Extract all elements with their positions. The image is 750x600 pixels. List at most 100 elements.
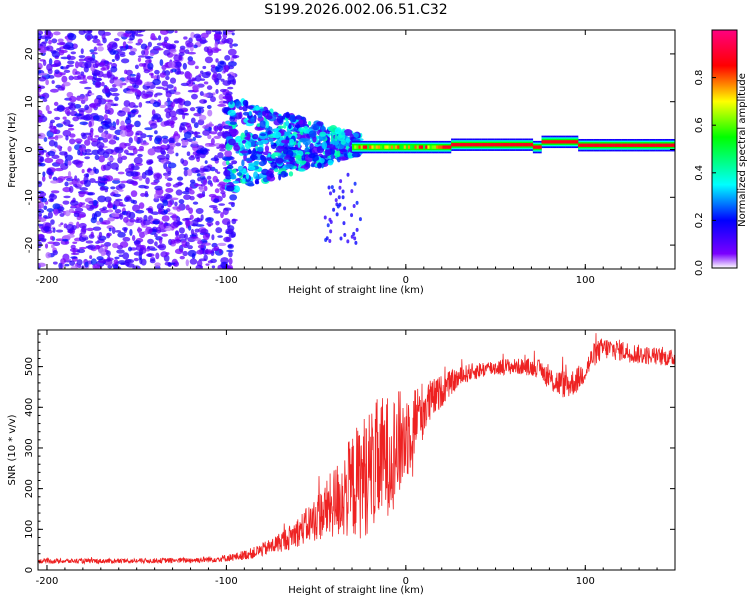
heatmap-cell [141, 49, 146, 56]
heatmap-cell [57, 38, 64, 43]
heatmap-cell [258, 160, 266, 167]
heatmap-cell [218, 143, 226, 150]
heatmap-band-cell [420, 145, 424, 149]
heatmap-cell [39, 192, 47, 197]
heatmap-cell [172, 220, 181, 227]
heatmap-cell [289, 115, 297, 123]
heatmap-cell [183, 131, 192, 139]
heatmap-cell [81, 168, 85, 174]
heatmap-cell [103, 114, 108, 121]
heatmap-cell [192, 201, 199, 205]
heatmap-band-cell [463, 143, 467, 147]
heatmap-cell [112, 242, 119, 249]
heatmap-band-cell [659, 143, 663, 147]
heatmap-cell [45, 79, 49, 86]
heatmap-cell [294, 115, 303, 120]
heatmap-cell [346, 172, 350, 177]
heatmap-cell [107, 209, 114, 213]
heatmap-cell [204, 56, 214, 64]
heatmap-cell [70, 244, 76, 250]
heatmap-cell [154, 185, 163, 191]
heatmap-cell [117, 231, 126, 238]
heatmap-cell [116, 118, 120, 126]
heatmap-cell [233, 185, 241, 193]
heatmap-cell [92, 63, 99, 69]
heatmap-cell [175, 182, 184, 186]
heatmap-cell [254, 178, 259, 185]
snr-ytick-label: 100 [24, 520, 35, 539]
heatmap-cell [245, 172, 250, 180]
heatmap-band-cell [603, 143, 607, 147]
heatmap-cell [165, 187, 174, 193]
heatmap-cell [288, 171, 294, 177]
heatmap-cell [62, 129, 72, 137]
heatmap-cell [68, 182, 73, 185]
heatmap-cell [295, 133, 303, 140]
heatmap-cell [99, 186, 106, 191]
heatmap-cell [223, 156, 232, 162]
heatmap-cell [106, 225, 114, 230]
heatmap-cell [38, 223, 44, 227]
heatmap-cell [80, 48, 84, 55]
heatmap-cell [275, 145, 284, 152]
heatmap-cell [64, 263, 70, 267]
heatmap-cell [203, 185, 208, 192]
heatmap-cell [257, 112, 263, 119]
heatmap-cell [43, 226, 52, 232]
heatmap-cell [227, 65, 235, 70]
heatmap-cell [147, 62, 154, 70]
heatmap-cell [129, 34, 135, 41]
heatmap-cell [327, 185, 331, 190]
heatmap-cell [228, 61, 237, 67]
snr-xtick-label: 100 [576, 576, 595, 587]
heatmap-cell [208, 223, 212, 227]
heatmap-cell [85, 240, 94, 244]
heatmap-cell [111, 92, 120, 97]
heatmap-cell [169, 142, 176, 148]
heatmap-cell [185, 204, 190, 211]
heatmap-band-cell [375, 145, 379, 149]
heatmap-cell [55, 229, 64, 233]
heatmap-cell [137, 114, 142, 118]
heatmap-cell [194, 153, 201, 159]
heatmap-cell [242, 105, 248, 112]
heatmap-cell [69, 248, 79, 253]
heatmap-cell [194, 228, 200, 233]
heatmap-cell [120, 262, 126, 266]
heatmap-cell [184, 217, 192, 221]
heatmap-cell [72, 241, 78, 244]
heatmap-band-cell [634, 143, 637, 147]
snr-ytick-label: 0 [24, 567, 35, 573]
heatmap-cell [67, 46, 75, 51]
heatmap-cell [130, 190, 138, 198]
heatmap-cell [120, 120, 125, 127]
heatmap-band-cell [591, 143, 594, 147]
heatmap-cell [222, 161, 228, 167]
heatmap-cell [54, 135, 59, 141]
heatmap-cell [66, 91, 74, 98]
heatmap-cell [67, 60, 75, 65]
heatmap-cell [174, 201, 178, 207]
heatmap-cell [124, 118, 132, 125]
heatmap-cell [179, 255, 185, 260]
heatmap-cell [54, 59, 60, 64]
heatmap-cell [44, 243, 49, 249]
heatmap-cell [190, 78, 197, 82]
heatmap-cell [58, 49, 65, 56]
heatmap-cell [340, 131, 346, 136]
heatmap-band-cell [638, 143, 641, 147]
heatmap-cell [189, 258, 198, 265]
heatmap-cell [89, 255, 93, 260]
heatmap-cell [77, 264, 82, 269]
heatmap-cell [174, 40, 179, 44]
heatmap-cell [103, 31, 112, 36]
heatmap-cell [104, 88, 110, 93]
heatmap-cell [189, 214, 194, 220]
heatmap-cell [152, 78, 161, 86]
heatmap-cell [174, 248, 184, 255]
heatmap-cell [124, 32, 130, 37]
heatmap-cell [96, 142, 105, 149]
heatmap-cell [178, 126, 183, 133]
heatmap-cell [161, 145, 169, 149]
heatmap-cell [165, 153, 170, 160]
